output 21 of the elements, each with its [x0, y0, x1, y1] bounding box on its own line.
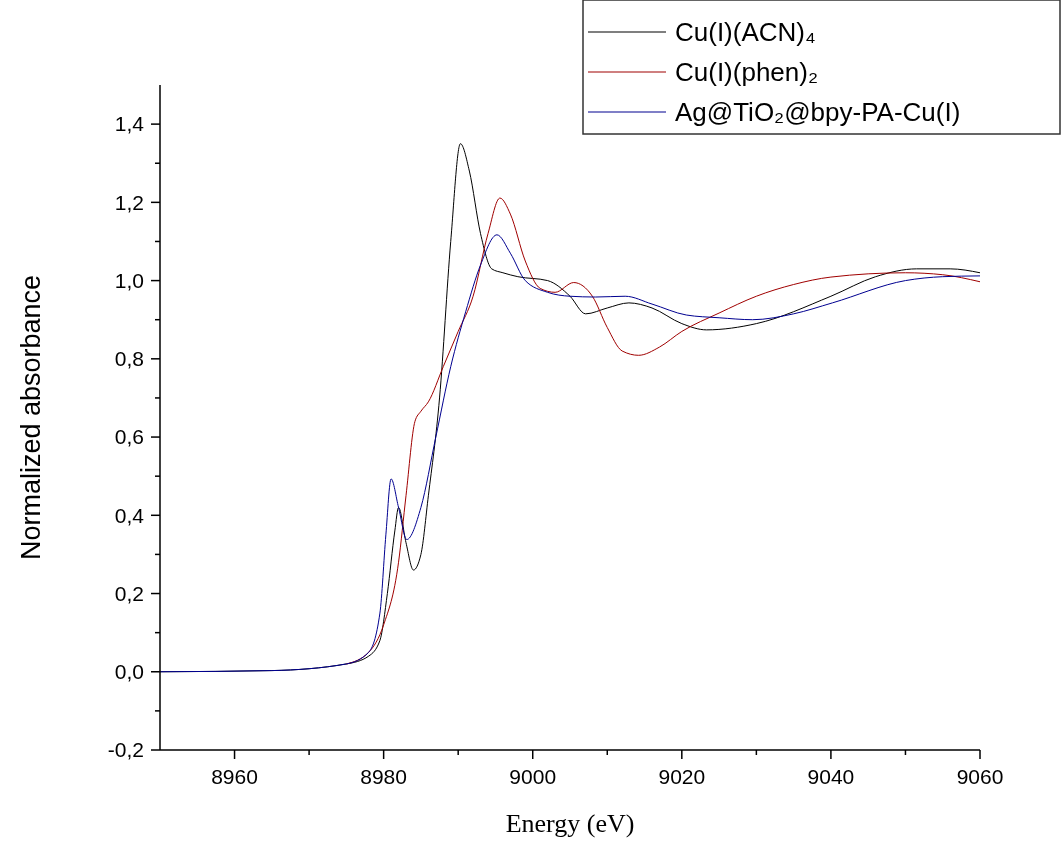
legend-label: Cu(I)(ACN)₄: [675, 17, 816, 48]
x-tick-label: 8960: [211, 765, 258, 788]
legend-label: Ag@TiO₂@bpy-PA-Cu(I): [675, 97, 961, 128]
y-axis-title: Normalized absorbance: [16, 274, 46, 561]
x-axis-title: Energy (eV): [505, 809, 635, 838]
y-tick-label: 0,2: [114, 581, 144, 605]
legend-label: Cu(I)(phen)₂: [675, 57, 819, 88]
x-tick-label: 9020: [658, 765, 706, 788]
y-tick-label: -0,2: [107, 738, 144, 762]
y-tick-label: 0,8: [114, 347, 144, 371]
x-tick-label: 9000: [509, 765, 557, 788]
y-tick-label: 0,6: [114, 425, 144, 449]
x-tick-label: 9060: [956, 765, 1004, 788]
y-tick-label: 0,0: [114, 660, 144, 684]
y-tick-label: 1,2: [114, 190, 144, 214]
x-tick-label: 9040: [807, 765, 855, 788]
y-tick-label: 0,4: [114, 503, 145, 527]
y-tick-label: 1,4: [114, 112, 145, 136]
line-series: [159, 234, 981, 673]
y-tick-label: 1,0: [114, 268, 144, 292]
x-tick-label: 8980: [360, 765, 407, 788]
